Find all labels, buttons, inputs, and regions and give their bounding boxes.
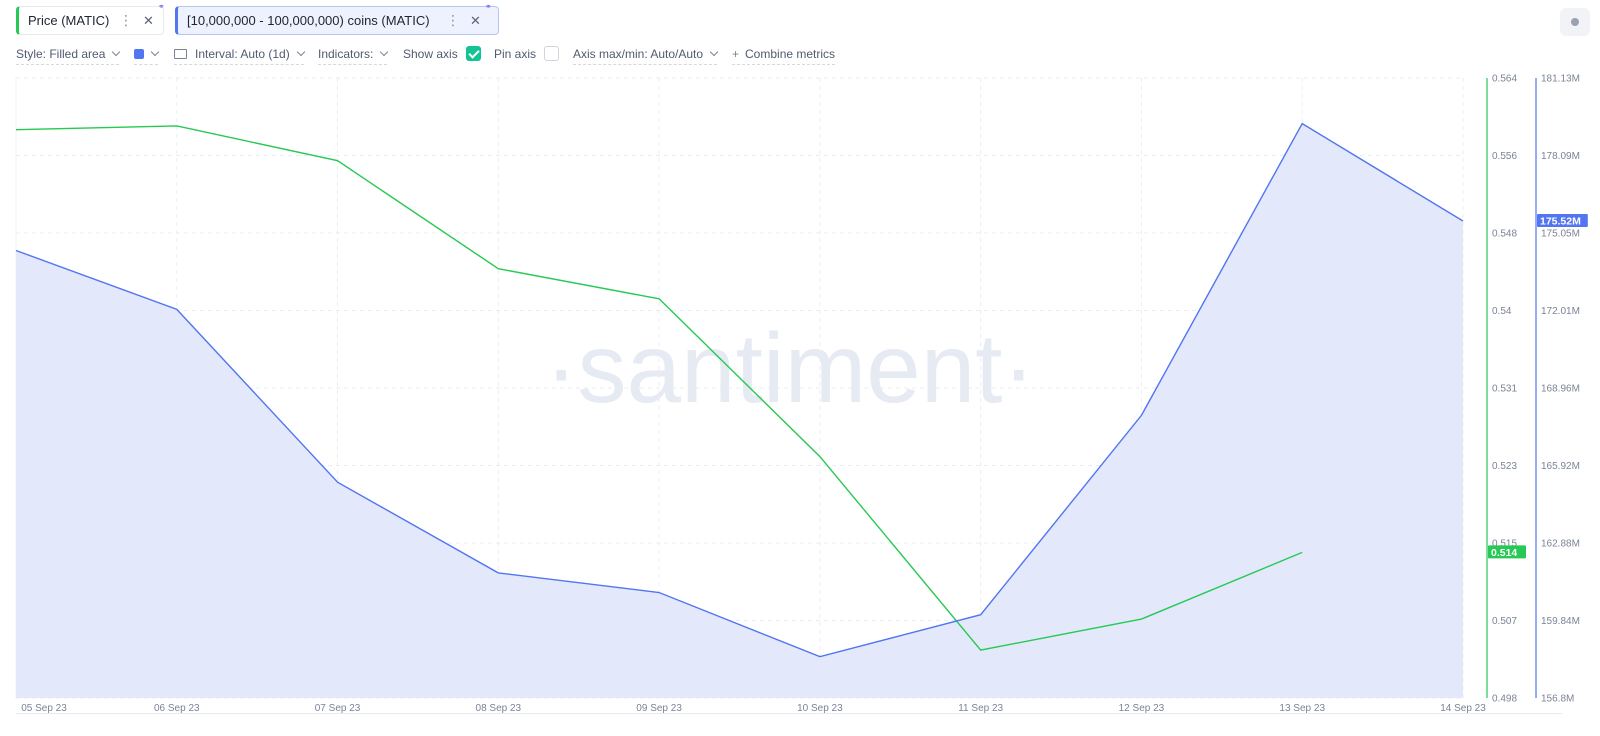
close-icon[interactable]: ✕ [470, 13, 481, 28]
pin-axis-checkbox[interactable] [544, 46, 560, 62]
y-tick-label: 165.92M [1541, 461, 1580, 472]
y-tick-label: 159.84M [1541, 616, 1580, 627]
y-tick-label: 156.8M [1541, 694, 1574, 705]
x-axis: 05 Sep 23 06 Sep 23 07 Sep 23 08 Sep 23 09 S… [21, 703, 1486, 714]
x-tick-label: 10 Sep 23 [797, 703, 843, 714]
series-layer [15, 122, 1464, 699]
timeline-strip[interactable] [16, 713, 1562, 736]
link-icon[interactable]: ⚭ [158, 2, 165, 11]
last-value-label: 175.52M [1540, 215, 1581, 227]
y-tick-label: 0.54 [1492, 306, 1512, 317]
x-tick-label: 11 Sep 23 [958, 703, 1003, 714]
show-axis-checkbox[interactable] [465, 46, 481, 62]
show-axis-toggle[interactable]: Show axis [403, 46, 481, 64]
last-value-label: 0.514 [1491, 547, 1517, 559]
series-line-price [15, 125, 1303, 651]
color-swatch [134, 49, 144, 59]
x-tick-label: 05 Sep 23 [21, 703, 67, 714]
metric-tab-coins-label: [10,000,000 - 100,000,000) coins (MATIC) [187, 13, 430, 28]
y-tick-label: 178.09M [1541, 151, 1580, 162]
options-button[interactable] [1560, 8, 1590, 36]
combine-metrics-label: Combine metrics [745, 47, 836, 61]
y-tick-label: 0.507 [1492, 616, 1517, 627]
y-tick-label: 0.498 [1492, 694, 1517, 705]
more-vertical-icon[interactable]: ⋮ [119, 12, 133, 28]
pin-axis-toggle[interactable]: Pin axis [494, 46, 560, 64]
close-icon[interactable]: ✕ [143, 13, 154, 28]
metric-tab-coins[interactable]: [10,000,000 - 100,000,000) coins (MATIC)… [175, 2, 499, 35]
interval-label: Interval: Auto (1d) [195, 47, 290, 61]
x-tick-label: 06 Sep 23 [154, 703, 200, 714]
style-dropdown[interactable]: Style: Filled area [16, 46, 121, 65]
price-axis: 0.564 0.556 0.548 0.54 0.531 0.523 0.515 0.507 0… [1486, 74, 1526, 705]
indicators-label: Indicators: [318, 47, 374, 61]
pin-axis-label: Pin axis [494, 47, 537, 61]
metric-tab-price-label: Price (MATIC) [28, 13, 110, 28]
series-line-holders [15, 122, 1464, 658]
y-tick-label: 0.556 [1492, 151, 1517, 162]
color-dropdown[interactable] [134, 46, 160, 65]
y-tick-label: 168.96M [1541, 384, 1580, 395]
y-tick-label: 0.564 [1492, 74, 1517, 85]
x-tick-label: 09 Sep 23 [636, 703, 682, 714]
x-tick-label: 07 Sep 23 [315, 703, 361, 714]
watermark: ·santiment· [545, 313, 1035, 423]
y-tick-label: 162.88M [1541, 539, 1580, 550]
y-tick-label: 0.515 [1492, 539, 1517, 550]
y-tick-label: 0.523 [1492, 461, 1517, 472]
y-tick-label: 0.548 [1492, 229, 1517, 240]
last-value-badge [1488, 545, 1526, 559]
x-tick-label: 14 Sep 23 [1440, 703, 1486, 714]
y-tick-label: 181.13M [1541, 74, 1580, 85]
x-tick-label: 12 Sep 23 [1119, 703, 1165, 714]
x-tick-label: 08 Sep 23 [476, 703, 522, 714]
link-icon[interactable]: ⚭ [485, 2, 492, 11]
last-value-badge [1537, 213, 1588, 227]
metric-tab-price[interactable]: Price (MATIC) ⋮ ✕ ⚭ [16, 2, 165, 35]
style-label: Style: Filled area [16, 47, 106, 61]
interval-dropdown[interactable]: Interval: Auto (1d) [174, 46, 305, 65]
y-tick-label: 175.05M [1541, 229, 1580, 240]
plus-icon: + [732, 47, 740, 61]
holders-axis: 181.13M 178.09M 175.05M 172.01M 168.96M 165.9… [1535, 74, 1588, 705]
more-vertical-icon[interactable]: ⋮ [446, 12, 460, 28]
calendar-icon [174, 49, 187, 59]
combine-metrics-button[interactable]: + Combine metrics [732, 46, 836, 65]
axis-maxmin-dropdown[interactable]: Axis max/min: Auto/Auto [573, 46, 719, 65]
y-tick-label: 172.01M [1541, 306, 1580, 317]
y-tick-label: 0.531 [1492, 384, 1517, 395]
show-axis-label: Show axis [403, 47, 458, 61]
x-tick-label: 13 Sep 23 [1279, 703, 1325, 714]
series-area-holders [16, 123, 1463, 699]
indicators-dropdown[interactable]: Indicators: [318, 46, 389, 65]
axis-maxmin-label: Axis max/min: Auto/Auto [573, 47, 704, 61]
dot-icon [1571, 18, 1579, 26]
